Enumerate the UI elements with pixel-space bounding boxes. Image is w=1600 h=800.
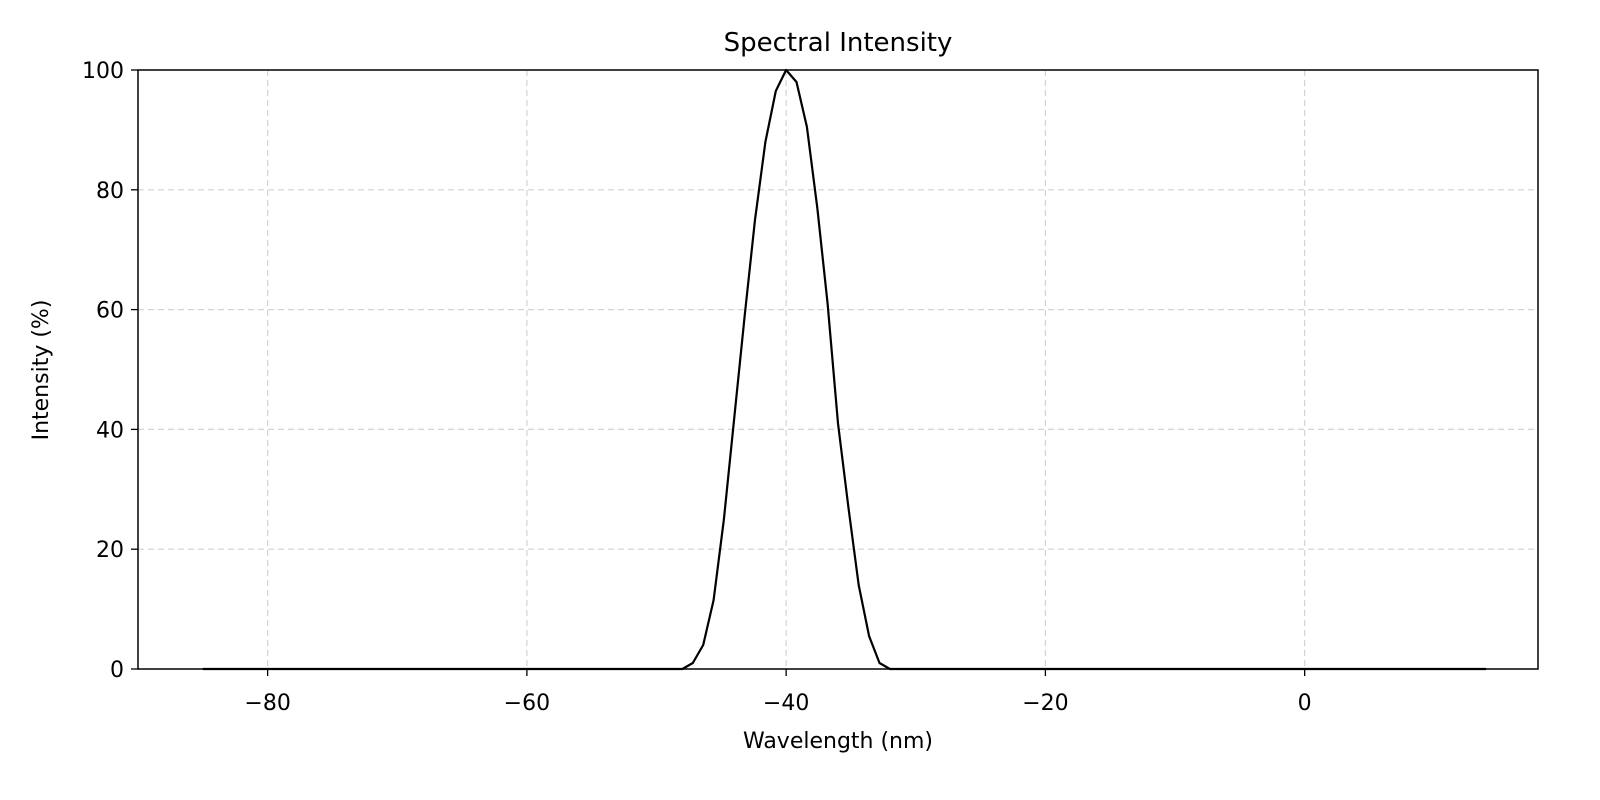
x-tick-label: 0 [1298, 691, 1312, 716]
y-axis-title: Intensity (%) [29, 300, 54, 441]
series-line [202, 68, 1487, 671]
y-tick-label: 60 [96, 299, 124, 324]
x-tick-label: −60 [504, 691, 550, 716]
grid-lines [138, 70, 1538, 669]
y-tick-label: 100 [82, 59, 124, 84]
chart-title: Spectral Intensity [724, 28, 953, 58]
series-layer [202, 68, 1487, 671]
y-tick-label: 80 [96, 179, 124, 204]
y-tick-label: 40 [96, 418, 124, 443]
x-tick-label: −80 [244, 691, 290, 716]
axis-ticks: −80 −60 −40 −20 0 0 20 40 60 80 100 [82, 59, 1312, 716]
y-tick-label: 20 [96, 538, 124, 563]
x-tick-label: −40 [763, 691, 809, 716]
y-tick-label: 0 [110, 658, 124, 683]
plot-area-frame [137, 69, 1539, 670]
x-tick-label: −20 [1022, 691, 1068, 716]
x-axis-title: Wavelength (nm) [743, 729, 933, 754]
